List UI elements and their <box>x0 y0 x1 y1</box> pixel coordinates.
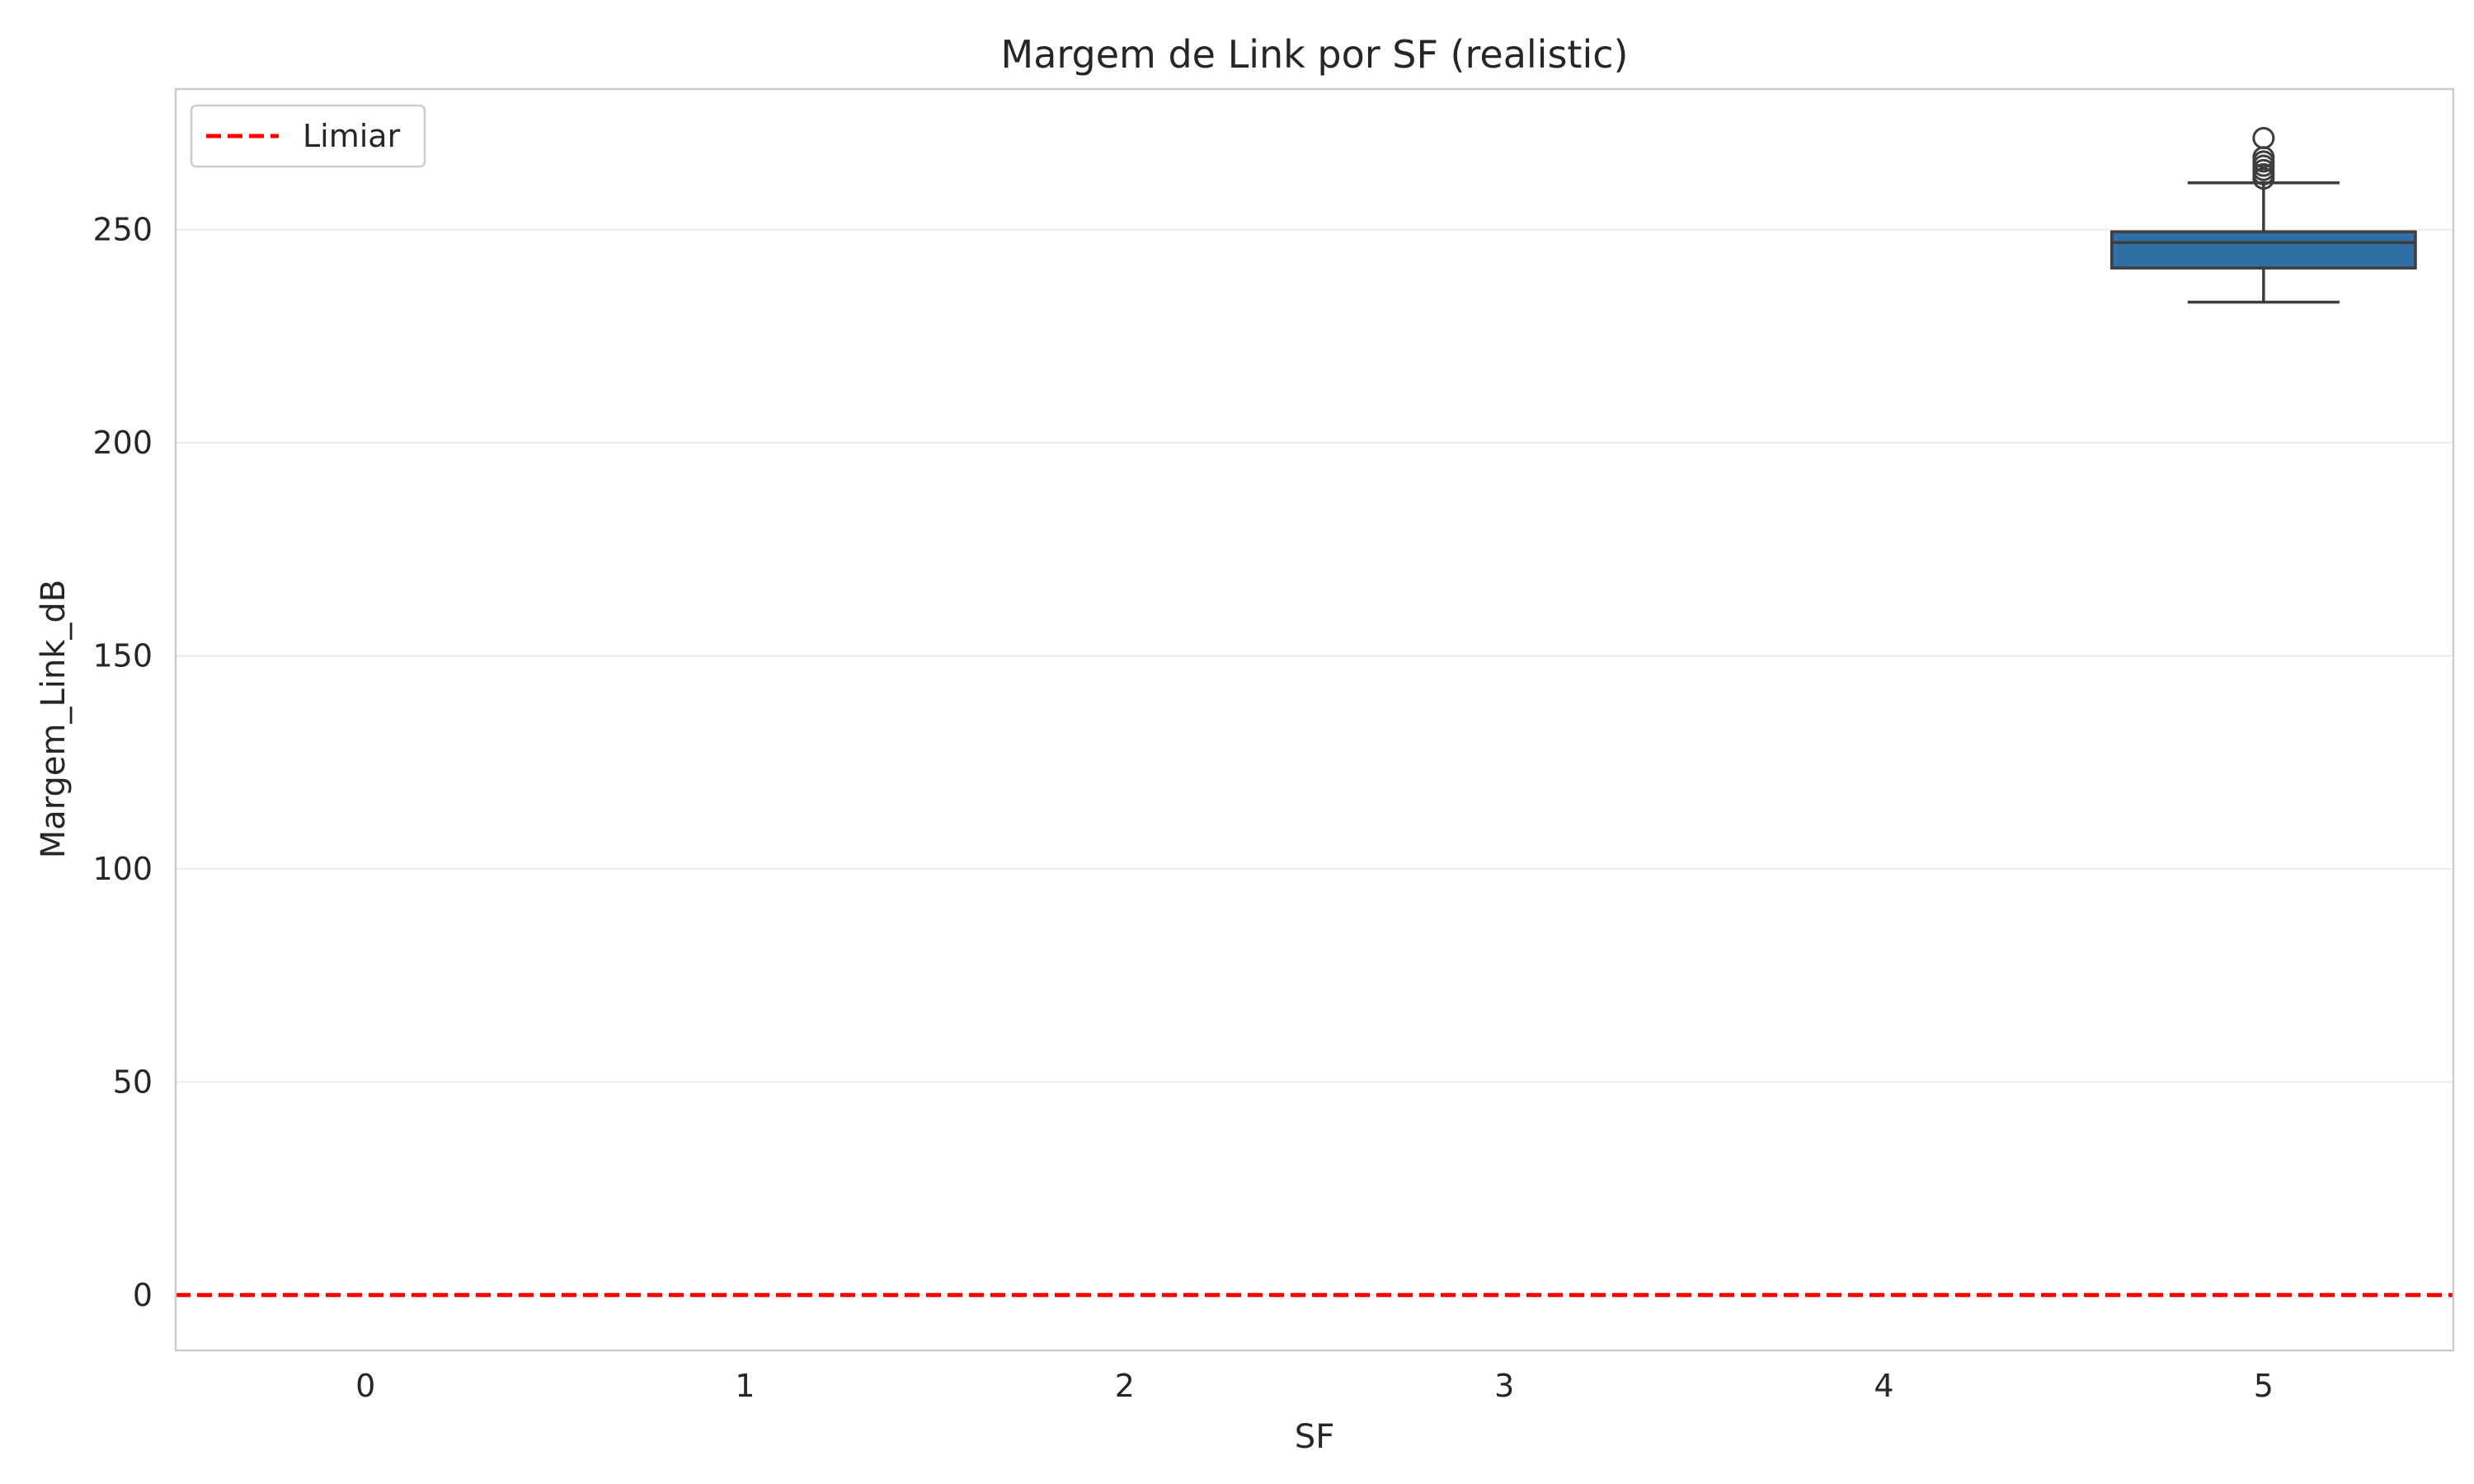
legend-label-limiar: Limiar <box>303 118 401 154</box>
outlier-point <box>2252 126 2275 149</box>
y-axis-ticks: 0 50 100 150 200 250 <box>92 212 153 1313</box>
y-tick-label: 50 <box>113 1064 153 1100</box>
y-tick-label: 200 <box>92 425 153 461</box>
x-tick-label: 2 <box>1115 1368 1135 1404</box>
box-layer <box>2109 126 2417 304</box>
y-tick-label: 250 <box>92 212 153 248</box>
box-iqr <box>2109 230 2417 270</box>
x-tick-label: 1 <box>735 1368 755 1404</box>
legend: Limiar <box>190 104 426 168</box>
x-tick-label: 0 <box>355 1368 375 1404</box>
y-tick-label: 100 <box>92 851 153 887</box>
y-tick-label: 150 <box>92 637 153 674</box>
x-axis-label: SF <box>1295 1418 1334 1456</box>
plot-frame <box>174 87 2455 1352</box>
y-tick-label: 0 <box>133 1277 153 1313</box>
x-tick-label: 3 <box>1494 1368 1514 1404</box>
x-axis-ticks: 0 1 2 3 4 5 <box>355 1368 2274 1404</box>
chart-title: Margem de Link por SF (realistic) <box>1001 32 1629 77</box>
x-tick-label: 4 <box>1874 1368 1893 1404</box>
x-tick-label: 5 <box>2254 1368 2274 1404</box>
legend-box <box>190 104 426 168</box>
y-axis-label: Margem_Link_dB <box>35 580 73 858</box>
